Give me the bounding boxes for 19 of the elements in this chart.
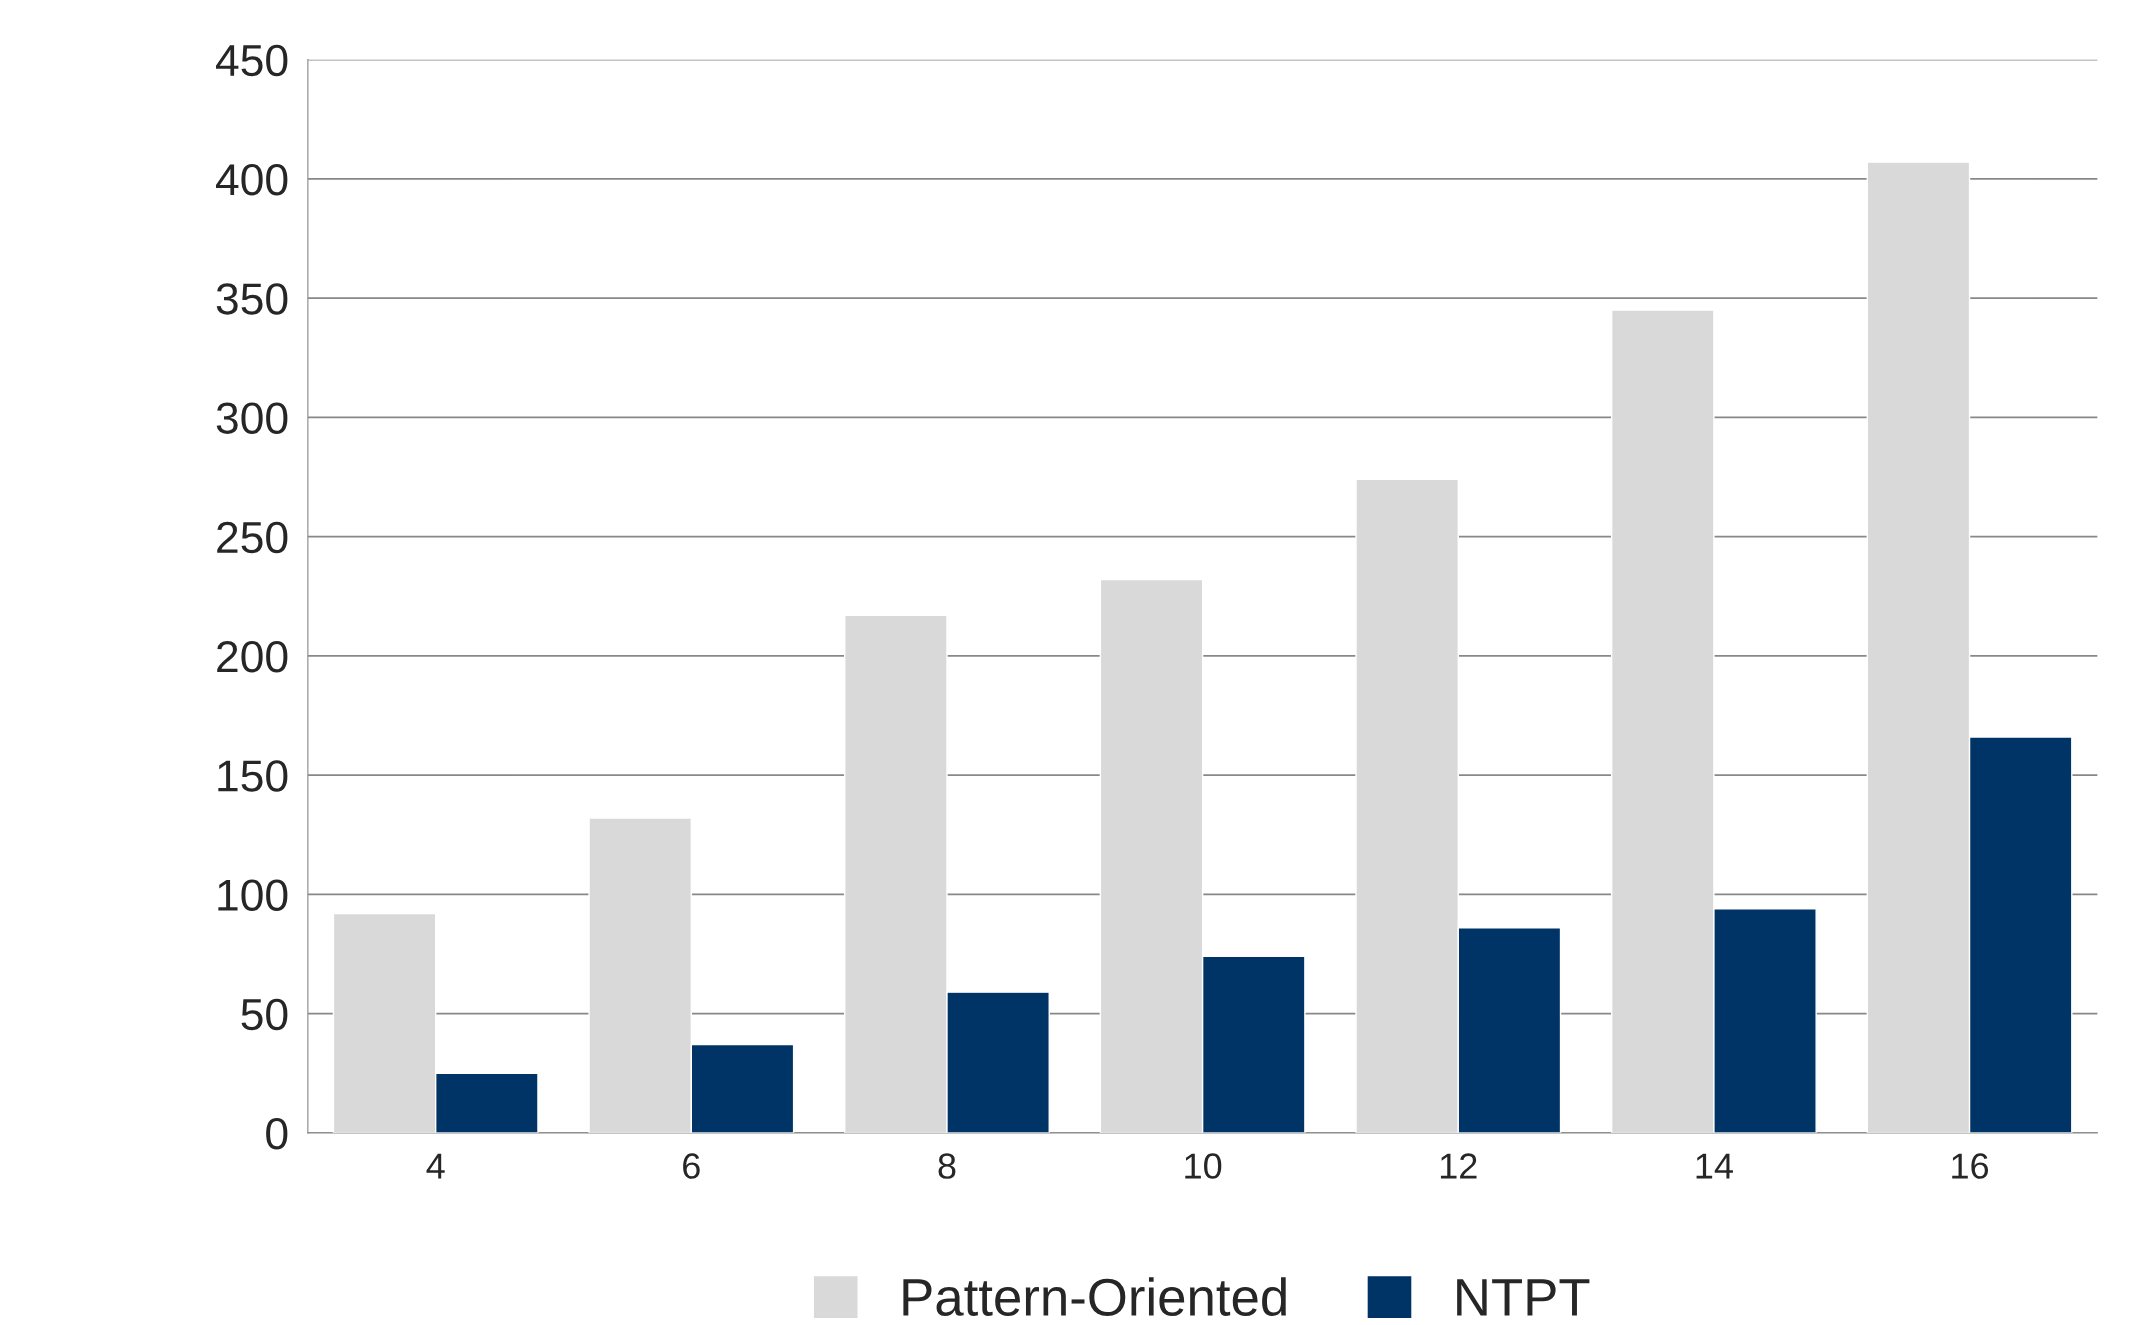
x-tick-label: 6 <box>683 1153 700 1179</box>
x-tick-label: 8 <box>938 1153 956 1179</box>
legend-label: NTPT <box>1457 1279 1590 1316</box>
x-tick-label: 12 <box>1440 1153 1477 1179</box>
y-tick-label: 350 <box>216 283 288 315</box>
y-tick-label: 50 <box>241 998 288 1031</box>
x-tick-label: 10 <box>1185 1153 1222 1179</box>
y-tick-label: 250 <box>217 521 288 554</box>
y-tick-label: 450 <box>216 44 288 77</box>
y-tick-label: 200 <box>217 640 288 673</box>
y-tick-label: 100 <box>218 879 288 911</box>
y-tick-label: 400 <box>216 163 288 196</box>
y-tick-label: 150 <box>218 760 288 792</box>
legend-label: Pattern-Oriented <box>903 1277 1286 1317</box>
x-tick-label: 4 <box>426 1153 445 1179</box>
x-tick-label: 14 <box>1696 1153 1733 1179</box>
x-tick-label: 16 <box>1952 1153 1989 1179</box>
y-tick-label: 0 <box>266 1117 288 1150</box>
y-tick-label: 300 <box>216 402 288 434</box>
